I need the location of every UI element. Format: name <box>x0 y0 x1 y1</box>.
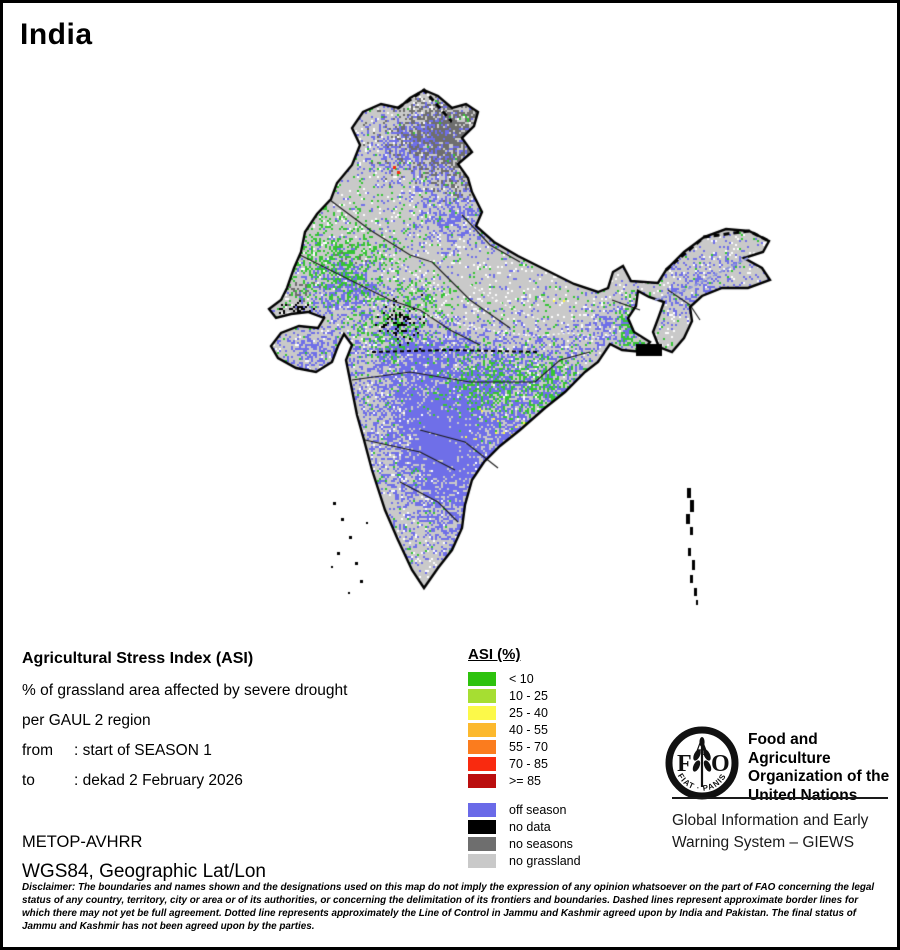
legend-row: no data <box>468 820 581 834</box>
legend-row: 70 - 85 <box>468 757 581 771</box>
asi-title: Agricultural Stress Index (ASI) <box>22 650 254 667</box>
disclaimer-text: Disclaimer: The boundaries and names sho… <box>22 882 875 932</box>
legend-swatch-lt10 <box>468 672 496 686</box>
legend-row: 40 - 55 <box>468 723 581 737</box>
svg-text:F: F <box>677 751 692 777</box>
legend-swatch-no-seasons <box>468 837 496 851</box>
sensor-name: METOP-AVHRR <box>22 833 143 851</box>
legend-swatch-off-season <box>468 803 496 817</box>
fao-separator-line <box>672 797 888 799</box>
legend-swatch-no-data <box>468 820 496 834</box>
map-legend: ASI (%) < 10 10 - 25 25 - 40 40 - 55 55 … <box>468 646 581 871</box>
projection-name: WGS84, Geographic Lat/Lon <box>22 861 266 882</box>
asi-subtitle-2: per GAUL 2 region <box>22 712 151 729</box>
legend-swatch-25-40 <box>468 706 496 720</box>
legend-swatch-10-25 <box>468 689 496 703</box>
page-title: India <box>20 18 93 51</box>
legend-row: no grassland <box>468 854 581 868</box>
to-label: to <box>22 772 35 789</box>
legend-row: 10 - 25 <box>468 689 581 703</box>
period-to-row: to : dekad 2 February 2026 <box>22 772 347 789</box>
map-info-block: Agricultural Stress Index (ASI) % of gra… <box>22 650 347 802</box>
legend-row: off season <box>468 803 581 817</box>
legend-extra-group: off season no data no seasons no grassla… <box>468 803 581 868</box>
legend-row: >= 85 <box>468 774 581 788</box>
from-value: : start of SEASON 1 <box>74 742 212 759</box>
period-from-row: from : start of SEASON 1 <box>22 742 347 759</box>
giews-name: Global Information and Early Warning Sys… <box>672 812 869 851</box>
legend-swatch-70-85 <box>468 757 496 771</box>
from-label: from <box>22 742 53 759</box>
fao-org-name: Food and Agriculture Organization of the… <box>748 731 890 804</box>
india-asi-raster-map <box>265 80 785 650</box>
legend-swatch-55-70 <box>468 740 496 754</box>
svg-text:O: O <box>711 751 730 777</box>
legend-swatch-gte85 <box>468 774 496 788</box>
fao-logo-icon: F O A FIAT · PANIS <box>665 726 739 800</box>
asi-subtitle-1: % of grassland area affected by severe d… <box>22 682 348 699</box>
legend-row: 55 - 70 <box>468 740 581 754</box>
legend-title: ASI (%) <box>468 646 521 663</box>
legend-swatch-no-grassland <box>468 854 496 868</box>
legend-row: no seasons <box>468 837 581 851</box>
legend-row: < 10 <box>468 672 581 686</box>
legend-swatch-40-55 <box>468 723 496 737</box>
legend-row: 25 - 40 <box>468 706 581 720</box>
to-value: : dekad 2 February 2026 <box>74 772 243 789</box>
